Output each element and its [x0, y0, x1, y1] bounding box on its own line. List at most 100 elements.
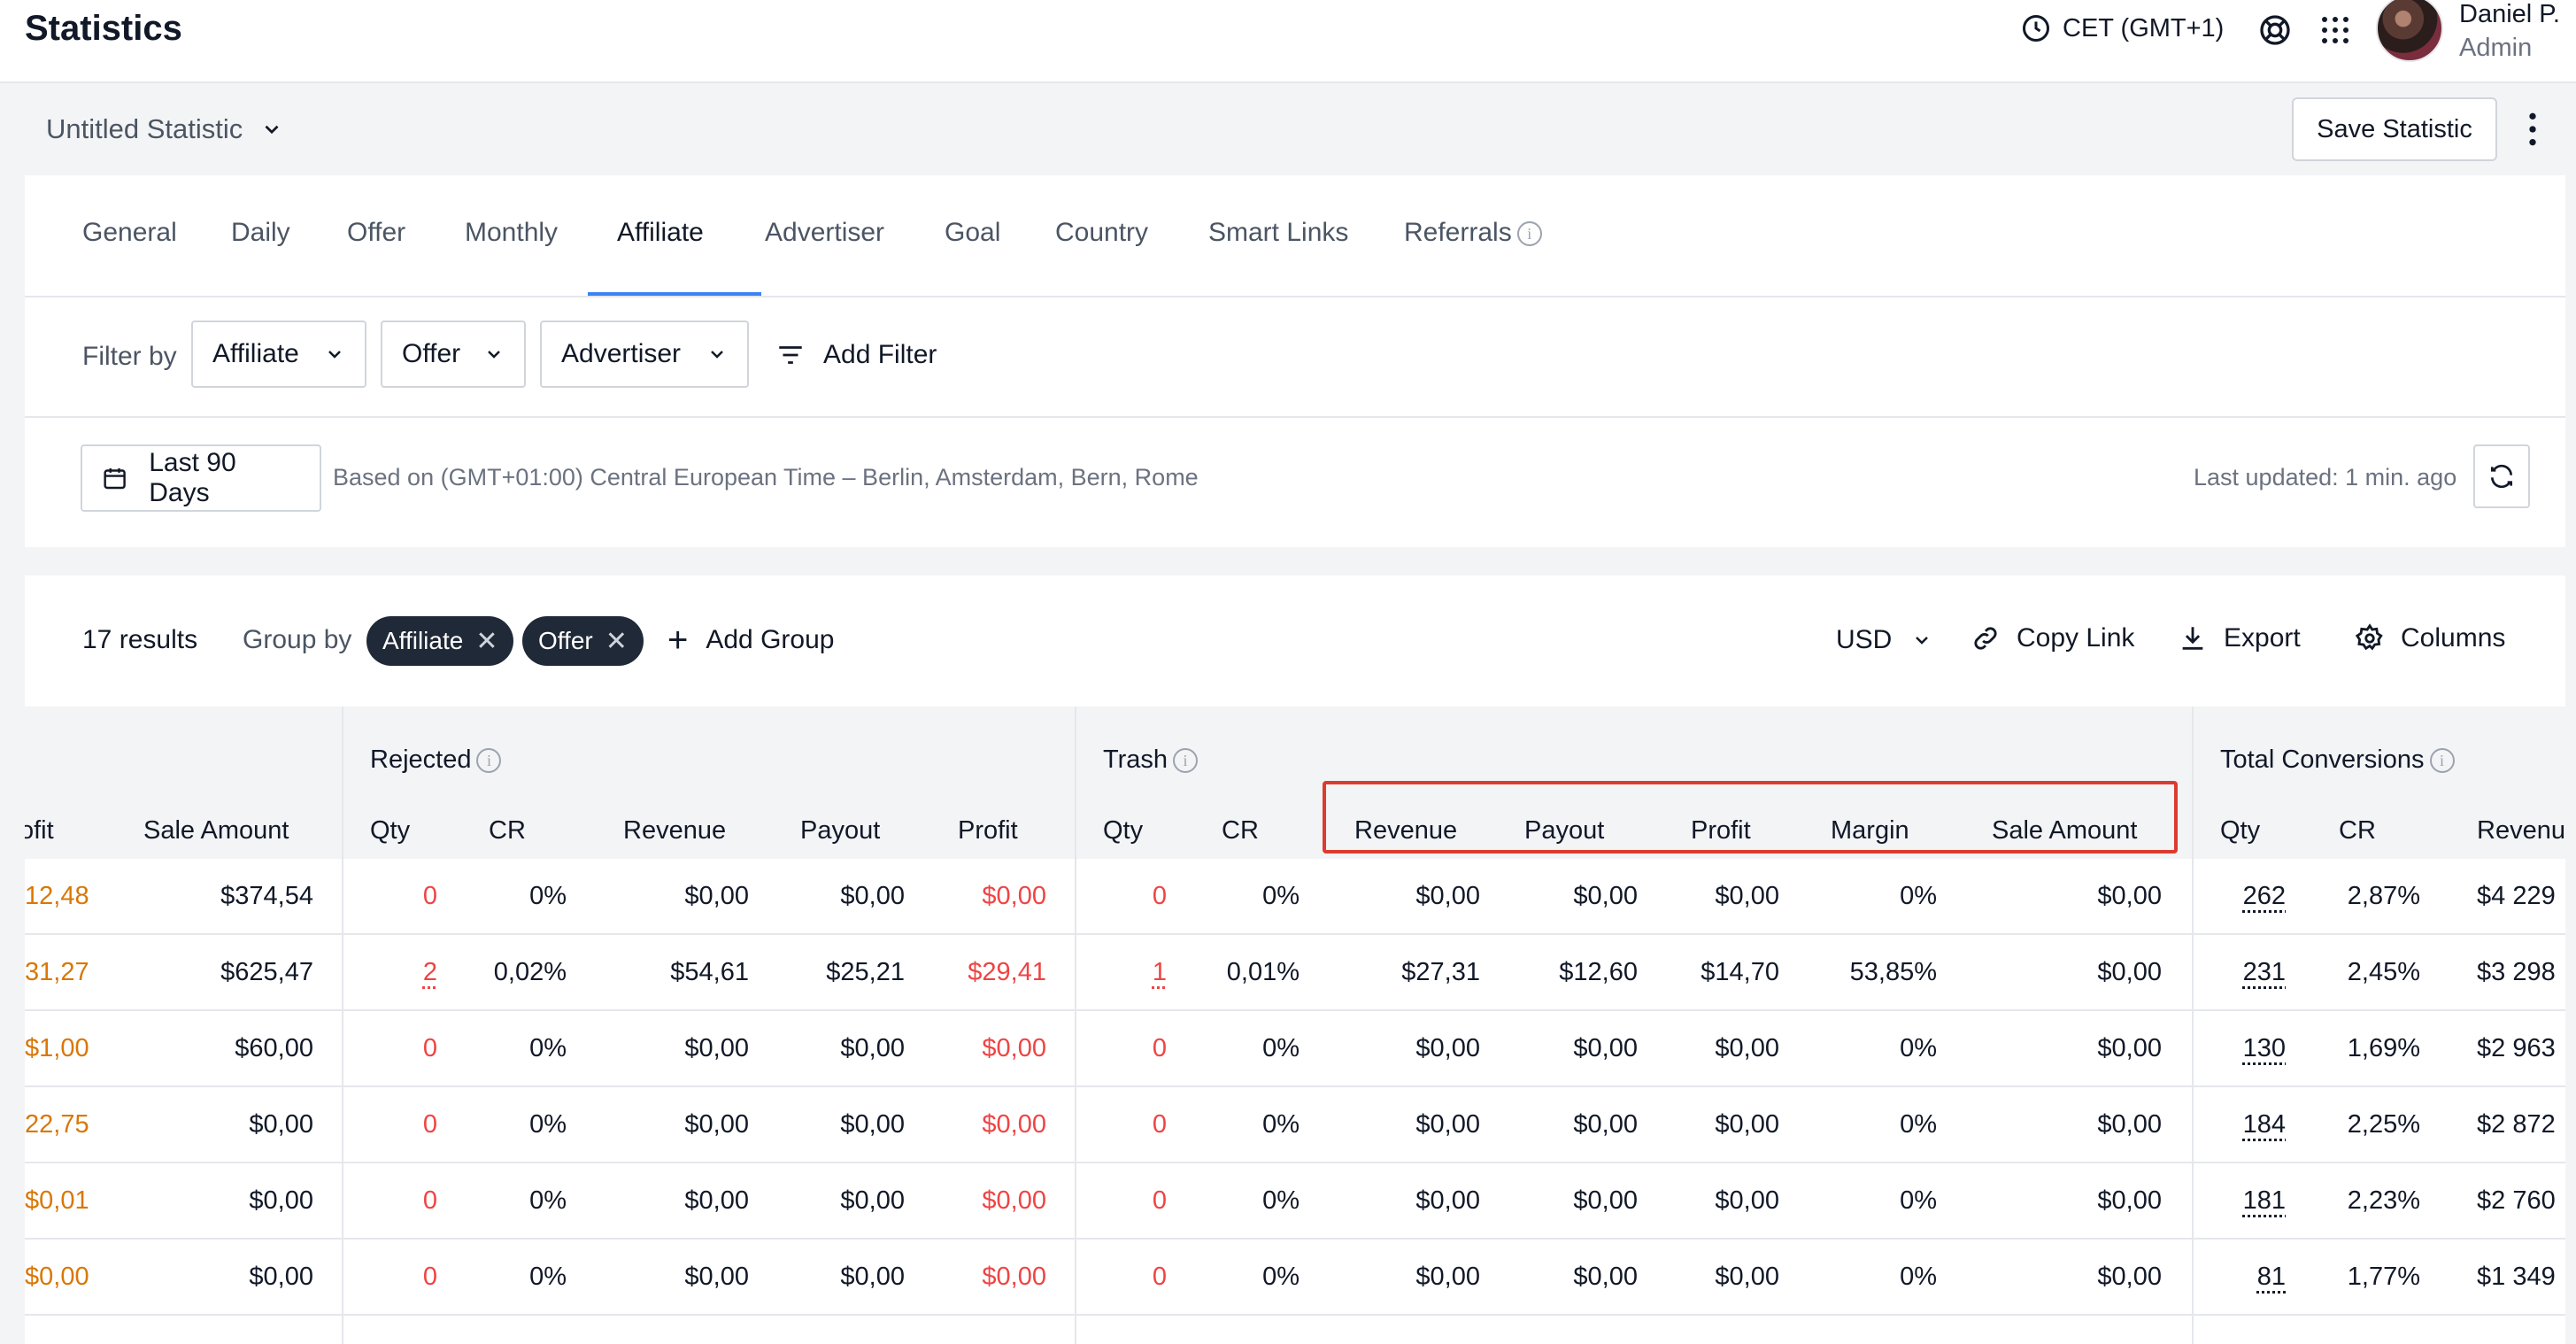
table-cell[interactable]: 0 [422, 1186, 437, 1215]
table-cell[interactable]: 181 [2242, 1186, 2286, 1215]
group-chip-affiliate[interactable]: Affiliate ✕ [366, 616, 514, 666]
close-icon[interactable]: ✕ [475, 626, 498, 656]
column-header[interactable]: Revenue [623, 816, 727, 845]
table-cell: $0,00 [840, 882, 905, 910]
table-cell: 0% [529, 1186, 567, 1215]
filter-affiliate-dropdown[interactable]: Affiliate [191, 321, 366, 388]
column-header[interactable]: Profit [958, 816, 1018, 845]
column-header[interactable]: Revenue [1354, 816, 1458, 845]
table-cell: $0,00 [1415, 1263, 1480, 1291]
close-icon[interactable]: ✕ [605, 626, 628, 656]
column-header[interactable]: Qty [1103, 816, 1144, 845]
table-cell: $625,47 [220, 958, 313, 986]
statistic-name-dropdown[interactable]: Untitled Statistic [46, 113, 283, 145]
tab-goal[interactable]: Goal [945, 218, 1001, 247]
table-cell[interactable]: 184 [2242, 1110, 2286, 1139]
copy-link-button[interactable]: Copy Link [1971, 623, 2134, 653]
refresh-icon [2491, 464, 2512, 489]
filter-row: Filter by Affiliate Offer Advertiser Add… [25, 297, 2565, 418]
table-cell: 2,45% [2347, 958, 2420, 986]
table-row[interactable]: 31,27 $625,47 2 0,02% $54,61 $25,21 $29,41 1 0,0… [25, 935, 2565, 1011]
more-options-icon[interactable] [2519, 110, 2546, 149]
export-button[interactable]: Export [2178, 623, 2301, 653]
refresh-button[interactable] [2473, 444, 2530, 508]
filter-offer-dropdown[interactable]: Offer [381, 321, 526, 388]
column-header[interactable]: CR [1222, 816, 1259, 845]
group-header-total-conversions: Total Conversions i [2220, 745, 2455, 775]
column-header[interactable]: Qty [370, 816, 411, 845]
column-header[interactable]: CR [489, 816, 526, 845]
group-chip-offer[interactable]: Offer ✕ [522, 616, 644, 666]
column-header[interactable]: ofit [25, 816, 54, 845]
tab-advertiser[interactable]: Advertiser [765, 218, 885, 247]
tab-general[interactable]: General [82, 218, 177, 247]
user-name[interactable]: Daniel P. [2459, 0, 2560, 28]
column-header[interactable]: Profit [1691, 816, 1751, 845]
table-cell[interactable]: 0 [1152, 1263, 1167, 1291]
table-cell: $2 872 [2477, 1110, 2556, 1139]
table-cell[interactable]: 0 [1152, 1034, 1167, 1062]
table-cell: $374,54 [220, 882, 313, 910]
table-cell: 2,25% [2347, 1110, 2420, 1139]
dropdown-label: Offer [402, 339, 461, 368]
column-header[interactable]: Margin [1831, 816, 1909, 845]
table-cell: $3 298 [2477, 958, 2556, 986]
tab-offer[interactable]: Offer [347, 218, 406, 247]
table-cell[interactable]: 231 [2242, 958, 2286, 986]
table-cell: $0,00 [684, 1263, 749, 1291]
table-cell[interactable]: 0 [422, 1034, 437, 1062]
column-header[interactable]: Qty [2220, 816, 2261, 845]
filter-advertiser-dropdown[interactable]: Advertiser [540, 321, 749, 388]
table-row[interactable]: $1,00 $60,00 0 0% $0,00 $0,00 $0,00 0 0% $0,00 $0,… [25, 1011, 2565, 1087]
add-filter-button[interactable]: Add Filter [775, 340, 937, 370]
avatar[interactable] [2376, 0, 2443, 62]
table-cell: $0,00 [249, 1110, 313, 1139]
table-cell[interactable]: 0 [422, 1110, 437, 1139]
table-cell: $0,00 [840, 1034, 905, 1062]
table-row[interactable]: 12,48 $374,54 0 0% $0,00 $0,00 $0,00 0 0% $0,00 $0… [25, 859, 2565, 935]
tab-country[interactable]: Country [1055, 218, 1149, 247]
results-toolbar: 17 results Group by Affiliate ✕ Offer ✕ … [25, 575, 2565, 707]
tab-referrals[interactable]: Referrals i [1404, 218, 1542, 248]
columns-button[interactable]: Columns [2355, 623, 2505, 653]
tab-smart-links[interactable]: Smart Links [1208, 218, 1349, 247]
table-cell: $0,00 [982, 882, 1046, 910]
apps-grid-icon[interactable] [2319, 14, 2351, 46]
table-row[interactable]: $0,01 $0,00 0 0% $0,00 $0,00 $0,00 0 0% $0,00 $0,0… [25, 1163, 2565, 1240]
tab-affiliate[interactable]: Affiliate [617, 218, 704, 247]
table-cell[interactable]: 2 [422, 958, 437, 986]
table-cell[interactable]: 130 [2242, 1034, 2286, 1062]
table-cell: $0,00 [684, 882, 749, 910]
add-group-button[interactable]: + Add Group [667, 622, 834, 658]
column-header[interactable]: Revenu [2477, 816, 2565, 845]
table-row[interactable]: $0,00 $0,00 0 0% $0,00 $0,00 $0,00 0 0% $0,00 $0,0… [25, 1240, 2565, 1316]
table-cell[interactable]: 0 [422, 1263, 437, 1291]
table-cell[interactable]: 262 [2242, 882, 2286, 910]
timezone-selector[interactable]: CET (GMT+1) [2020, 12, 2224, 44]
tab-daily[interactable]: Daily [231, 218, 290, 247]
table-cell: $0,00 [1415, 1110, 1480, 1139]
tab-monthly[interactable]: Monthly [465, 218, 559, 247]
save-statistic-button[interactable]: Save Statistic [2292, 97, 2497, 161]
lifebuoy-icon[interactable] [2257, 12, 2293, 48]
table-row[interactable]: 22,75 $0,00 0 0% $0,00 $0,00 $0,00 0 0% $0,00 $0,0… [25, 1087, 2565, 1163]
column-header[interactable]: Payout [1524, 816, 1605, 845]
columns-label: Columns [2401, 623, 2506, 653]
table-cell[interactable]: 1 [1152, 958, 1167, 986]
info-icon: i [1516, 221, 1542, 247]
group-header-trash: Trash i [1103, 745, 1199, 775]
currency-dropdown[interactable]: USD [1836, 625, 1932, 655]
table-cell[interactable]: 81 [2256, 1263, 2286, 1291]
column-header[interactable]: Sale Amount [1992, 816, 2138, 845]
column-header[interactable]: Sale Amount [143, 816, 289, 845]
table-cell[interactable]: 0 [1152, 1186, 1167, 1215]
table-cell: $0,00 [1415, 882, 1480, 910]
table-cell[interactable]: 0 [1152, 882, 1167, 910]
column-header[interactable]: Payout [800, 816, 881, 845]
table-cell[interactable]: 0 [1152, 1110, 1167, 1139]
table-cell: $0,00 [2097, 882, 2162, 910]
date-range-button[interactable]: Last 90 Days [81, 444, 321, 512]
column-header[interactable]: CR [2339, 816, 2376, 845]
table-cell[interactable]: 0 [422, 882, 437, 910]
table-cell: 0% [1262, 1110, 1300, 1139]
